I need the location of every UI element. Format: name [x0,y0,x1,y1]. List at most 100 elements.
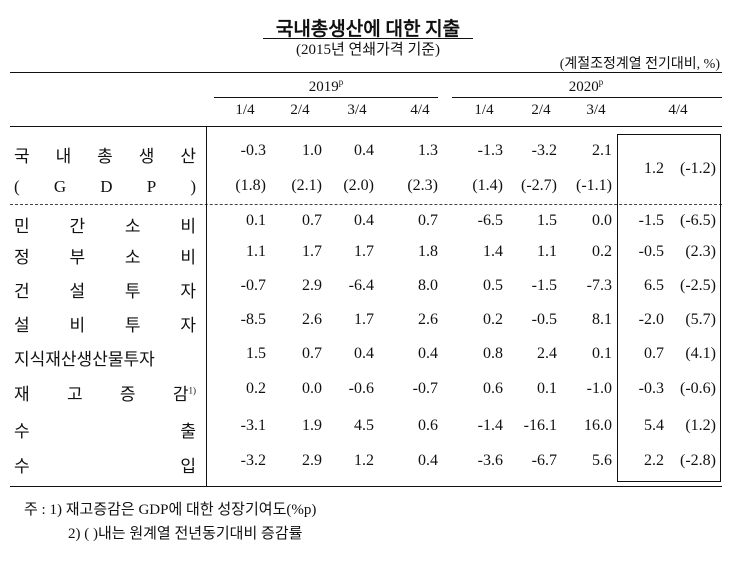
row-label-char: ) [190,177,196,196]
header-bottom-rule [10,126,722,127]
table-cell: 8.1 [592,311,612,328]
table-cell: 0.0 [592,212,612,229]
table-cell: (-2.7) [521,177,557,194]
table-cell: 1.7 [354,243,374,260]
quarter-header: 1/4 [474,102,494,118]
row-label: 재 고 증 감1) [14,380,196,405]
note-2: 2) ( )내는 원계열 전년동기대비 증감률 [68,526,303,542]
table-cell: -6.5 [477,212,503,229]
table-cell: 2.1 [592,142,612,159]
table-cell: -1.0 [586,380,612,397]
table-cell: -7.3 [586,277,612,294]
row-label-char: 입 [180,457,196,476]
unit-label: (계절조정계열 전기대비, %) [559,57,720,72]
row-label-char: 소 [124,248,141,267]
q4-highlight-box [617,134,721,482]
table-cell: (2.0) [343,177,374,194]
q4-yoy-value: (1.2) [685,417,716,434]
row-label-char: G [53,177,67,196]
table-cell: 0.8 [483,345,503,362]
table-cell: 0.6 [418,417,438,434]
table-cell: 2.9 [302,277,322,294]
table-cell: 1.5 [246,345,266,362]
table-cell: -8.5 [240,311,266,328]
table-cell: -3.6 [477,452,503,469]
table-cell: 0.4 [354,345,374,362]
table-cell: 1.7 [302,243,322,260]
table-cell: -3.2 [531,142,557,159]
table-cell: 1.3 [418,142,438,159]
row-label-char: 수 [14,422,30,441]
header-top-rule [10,72,722,73]
row-label-char: 수 [14,457,30,476]
title-underline [263,38,473,39]
row-label-char: 고 [66,385,83,404]
table-cell: (2.1) [291,177,322,194]
quarter-header: 2/4 [290,102,310,118]
year-2020-rule [452,97,722,98]
row-label-char: 부 [69,248,86,267]
table-cell: 1.1 [246,243,266,260]
row-label-char: 생 [138,147,155,166]
q4-value: -0.3 [638,380,664,397]
row-label-char: D [100,177,113,196]
row-label-char: ( [14,177,20,196]
gdp-divider [10,204,722,205]
table-cell: -0.7 [412,380,438,397]
row-label-char: 비 [180,248,196,267]
table-cell: 0.6 [483,380,503,397]
row-label-char: 자 [180,316,196,335]
table-cell: -1.5 [531,277,557,294]
table-cell: 0.5 [483,277,503,294]
q4-yoy-value: (2.3) [685,243,716,260]
table-cell: (2.3) [407,177,438,194]
table-title: 국내총생산에 대한 지출 [275,19,461,40]
table-cell: 0.2 [483,311,503,328]
table-cell: -0.7 [240,277,266,294]
row-label-char: 재 [14,385,30,404]
quarter-header: 4/4 [668,102,688,118]
table-cell: 8.0 [418,277,438,294]
table-cell: -1.3 [477,142,503,159]
table-cell: 2.9 [302,452,322,469]
table-cell: 0.1 [537,380,557,397]
table-cell: 1.5 [537,212,557,229]
row-label-char: 자 [180,282,196,301]
table-cell: -6.4 [348,277,374,294]
note-1: 주 : 1) 재고증감은 GDP에 대한 성장기여도(%p) [24,502,317,518]
table-bottom-rule [10,486,722,487]
table-cell: -3.2 [240,452,266,469]
row-label-char: 국 [14,147,30,166]
table-cell: -16.1 [523,417,557,434]
row-label-char: 소 [124,217,141,236]
q4-yoy-value: (-0.6) [680,380,716,397]
year-2020: 2020p [568,77,604,95]
row-label-char: 투 [124,316,141,335]
table-cell: -0.3 [240,142,266,159]
q4-yoy-value: (-6.5) [680,212,716,229]
row-label-char: 출 [180,422,196,441]
table-cell: 1.9 [302,417,322,434]
table-cell: 0.7 [302,345,322,362]
q4-value: -2.0 [638,311,664,328]
q4-value: 2.2 [644,452,664,469]
table-cell: -0.6 [348,380,374,397]
label-divider [206,126,207,486]
table-cell: 1.2 [354,452,374,469]
row-label-char: 비 [180,217,196,236]
quarter-header: 4/4 [410,102,430,118]
table-cell: 0.0 [302,380,322,397]
q4-value: -0.5 [638,243,664,260]
quarter-header: 3/4 [347,102,367,118]
table-cell: 5.6 [592,452,612,469]
table-subtitle: (2015년 연쇄가격 기준) [295,42,441,58]
table-cell: 0.7 [302,212,322,229]
row-label-char: 내 [55,147,72,166]
table-cell: (-1.1) [576,177,612,194]
row-label-char: 증 [119,385,136,404]
